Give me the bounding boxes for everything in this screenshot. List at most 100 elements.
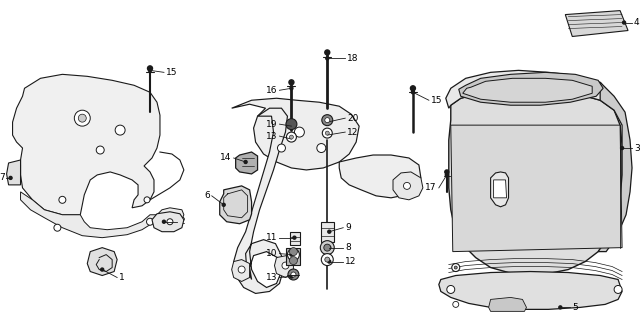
Circle shape <box>54 224 61 231</box>
Text: 13: 13 <box>266 273 278 282</box>
Text: 9: 9 <box>345 223 351 232</box>
Circle shape <box>78 114 86 122</box>
Circle shape <box>328 260 331 263</box>
Circle shape <box>326 133 329 137</box>
Circle shape <box>96 146 104 154</box>
Text: 18: 18 <box>347 54 358 63</box>
Text: 6: 6 <box>204 191 210 200</box>
Polygon shape <box>275 256 293 278</box>
Circle shape <box>59 196 66 203</box>
Circle shape <box>324 50 330 55</box>
Circle shape <box>447 285 455 294</box>
Circle shape <box>325 131 329 135</box>
Polygon shape <box>87 248 117 275</box>
Text: 19: 19 <box>266 120 278 129</box>
Circle shape <box>222 203 225 206</box>
Circle shape <box>244 160 247 164</box>
Circle shape <box>289 80 294 85</box>
Circle shape <box>282 262 289 269</box>
Polygon shape <box>463 78 592 102</box>
Circle shape <box>317 143 326 153</box>
Polygon shape <box>446 70 608 108</box>
Circle shape <box>623 21 625 24</box>
Text: 7: 7 <box>0 173 4 182</box>
Polygon shape <box>236 152 257 174</box>
Circle shape <box>328 230 331 233</box>
Circle shape <box>621 147 623 149</box>
Circle shape <box>322 115 333 126</box>
Polygon shape <box>493 180 506 198</box>
Circle shape <box>412 91 415 94</box>
Circle shape <box>410 86 415 91</box>
Polygon shape <box>291 232 300 245</box>
Polygon shape <box>13 74 160 215</box>
Circle shape <box>452 263 460 272</box>
Polygon shape <box>6 160 20 185</box>
Circle shape <box>293 236 296 239</box>
Text: 15: 15 <box>166 68 177 77</box>
Circle shape <box>100 268 104 271</box>
Circle shape <box>454 266 457 269</box>
Circle shape <box>323 128 332 138</box>
Text: 2: 2 <box>179 217 184 226</box>
Circle shape <box>445 170 449 174</box>
Polygon shape <box>451 125 622 252</box>
Circle shape <box>324 118 330 123</box>
Circle shape <box>289 257 298 265</box>
Text: 5: 5 <box>572 303 578 312</box>
Polygon shape <box>287 248 300 265</box>
Polygon shape <box>232 98 359 170</box>
Circle shape <box>290 138 293 141</box>
Polygon shape <box>598 82 632 252</box>
Circle shape <box>147 218 154 225</box>
Circle shape <box>147 66 152 71</box>
Circle shape <box>290 87 293 90</box>
Circle shape <box>614 285 622 294</box>
Text: 12: 12 <box>345 257 356 266</box>
Circle shape <box>559 306 562 309</box>
Circle shape <box>294 127 305 137</box>
Circle shape <box>286 119 297 130</box>
Text: 15: 15 <box>431 96 442 105</box>
Circle shape <box>278 144 285 152</box>
Polygon shape <box>488 297 527 311</box>
Circle shape <box>290 125 293 127</box>
Text: 4: 4 <box>634 18 639 27</box>
Circle shape <box>115 125 125 135</box>
Circle shape <box>324 244 331 251</box>
Circle shape <box>287 132 296 142</box>
Polygon shape <box>491 172 509 207</box>
Polygon shape <box>439 272 622 309</box>
Circle shape <box>287 249 300 261</box>
Polygon shape <box>565 11 628 36</box>
Circle shape <box>445 173 448 176</box>
Text: HONDA: HONDA <box>516 88 545 94</box>
Text: 1: 1 <box>119 273 125 282</box>
Polygon shape <box>459 72 603 105</box>
Polygon shape <box>321 222 334 242</box>
Circle shape <box>324 257 330 262</box>
Polygon shape <box>339 155 421 198</box>
Polygon shape <box>393 172 423 200</box>
Polygon shape <box>449 90 622 274</box>
Text: 20: 20 <box>347 114 358 123</box>
Text: 10: 10 <box>266 249 278 258</box>
Circle shape <box>452 301 459 307</box>
Polygon shape <box>20 192 184 238</box>
Text: 16: 16 <box>266 86 278 95</box>
Circle shape <box>320 241 334 255</box>
Circle shape <box>289 248 298 256</box>
Circle shape <box>148 69 152 72</box>
Polygon shape <box>232 260 250 281</box>
Circle shape <box>290 253 293 256</box>
Polygon shape <box>11 165 20 180</box>
Text: 12: 12 <box>347 127 358 137</box>
Polygon shape <box>234 108 287 294</box>
Circle shape <box>290 275 293 278</box>
Text: 8: 8 <box>345 243 351 252</box>
Text: 17: 17 <box>426 183 437 192</box>
Circle shape <box>328 246 331 249</box>
Text: 13: 13 <box>266 132 278 141</box>
Circle shape <box>289 135 293 139</box>
Circle shape <box>288 269 299 280</box>
